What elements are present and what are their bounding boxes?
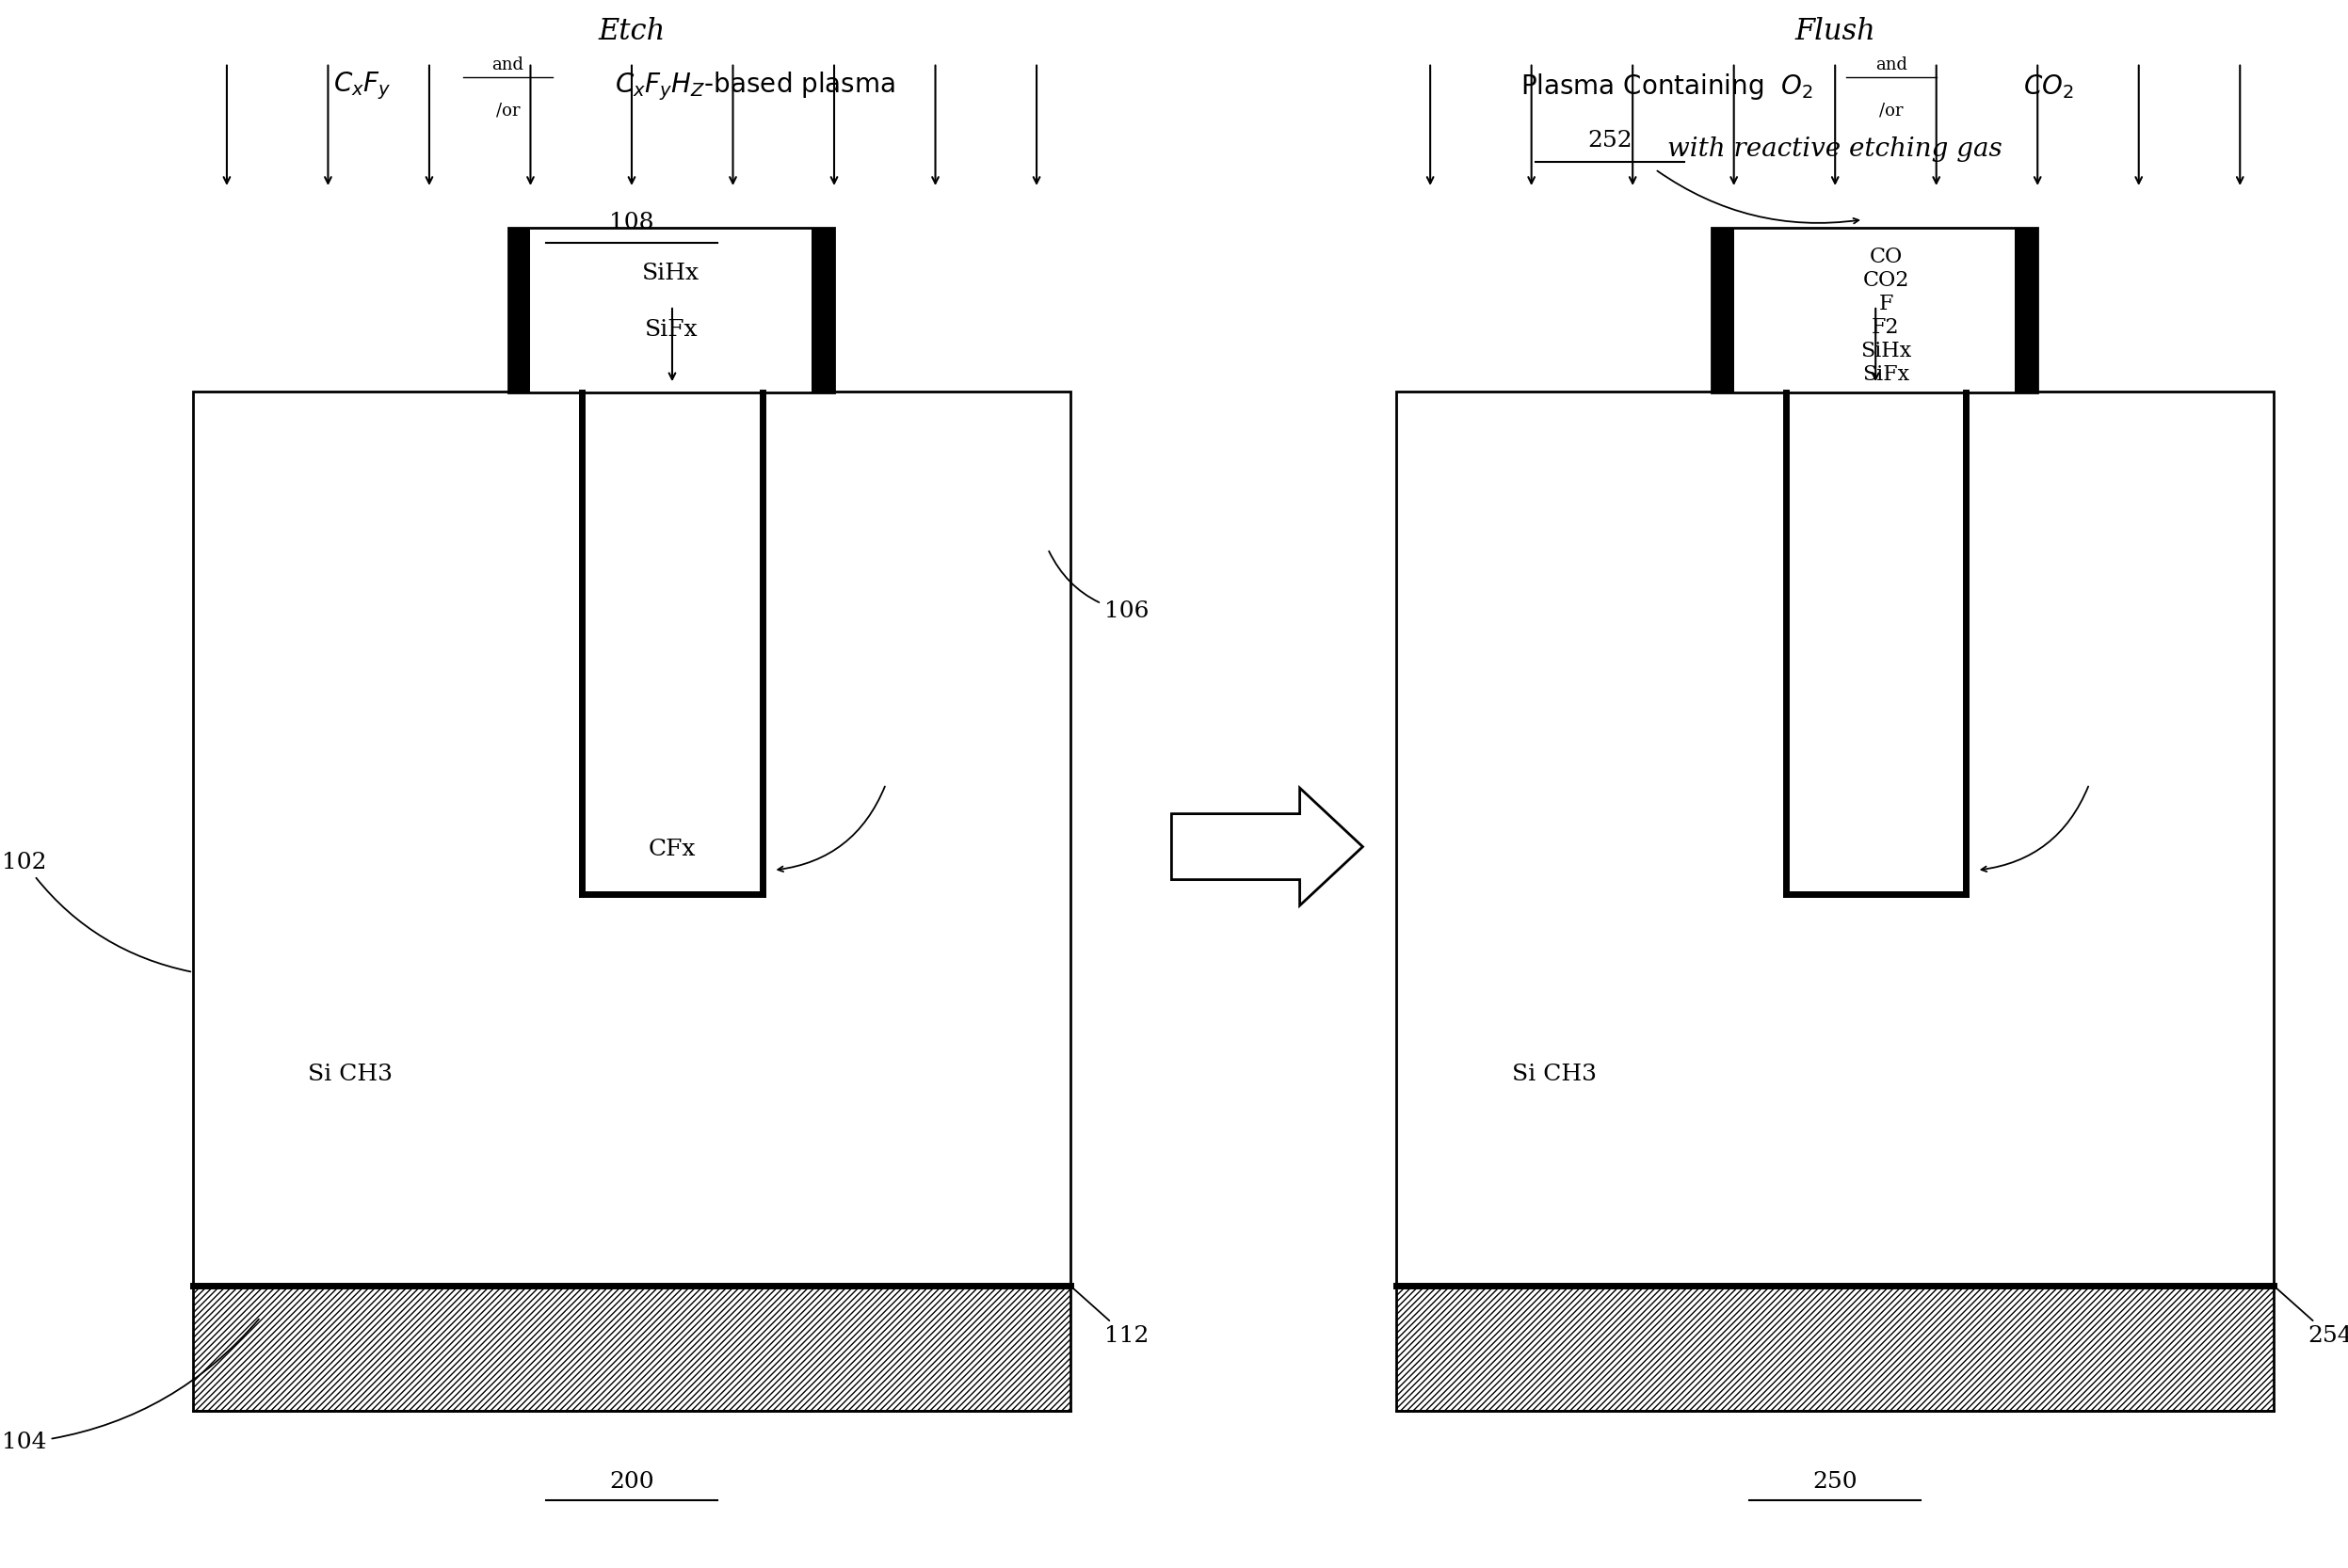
Text: 250: 250 — [1813, 1471, 1857, 1493]
Text: SiFx: SiFx — [643, 318, 697, 340]
Text: with reactive etching gas: with reactive etching gas — [1667, 136, 2003, 162]
Text: Plasma Containing  $\mathit{O_2}$: Plasma Containing $\mathit{O_2}$ — [1519, 71, 1813, 102]
Text: 252: 252 — [1587, 130, 1632, 152]
Text: 102: 102 — [2, 851, 190, 972]
Text: CFx: CFx — [648, 839, 695, 861]
Text: CO2: CO2 — [1862, 270, 1909, 290]
Bar — [507, 227, 531, 392]
Text: $\mathit{C_xF_y}$: $\mathit{C_xF_y}$ — [333, 71, 390, 102]
Text: 254: 254 — [2275, 1287, 2348, 1347]
Text: 200: 200 — [608, 1471, 655, 1493]
Polygon shape — [1172, 787, 1362, 905]
Text: $\mathit{C_xF_yH_Z}$-based plasma: $\mathit{C_xF_yH_Z}$-based plasma — [615, 71, 895, 102]
Text: Si CH3: Si CH3 — [1512, 1063, 1597, 1085]
Bar — [2015, 227, 2038, 392]
Text: /or: /or — [495, 102, 519, 119]
Text: 106: 106 — [1050, 552, 1148, 622]
Text: F2: F2 — [1871, 317, 1900, 337]
Text: Si CH3: Si CH3 — [308, 1063, 392, 1085]
Bar — [1397, 1286, 2273, 1411]
Text: 112: 112 — [1073, 1287, 1148, 1347]
Text: CO: CO — [1869, 246, 1902, 267]
Text: Flush: Flush — [1794, 17, 1876, 45]
Bar — [1712, 227, 2038, 392]
Text: SiFx: SiFx — [1862, 364, 1909, 384]
Text: 108: 108 — [610, 212, 655, 234]
Text: SiHx: SiHx — [643, 262, 700, 284]
Bar — [193, 1286, 1071, 1411]
Bar — [1712, 227, 1733, 392]
Bar — [507, 227, 834, 392]
Text: $\mathit{CO_2}$: $\mathit{CO_2}$ — [2024, 72, 2073, 100]
Text: F: F — [1878, 293, 1892, 314]
Text: 104: 104 — [2, 1319, 258, 1454]
Text: /or: /or — [1878, 102, 1904, 119]
Text: SiHx: SiHx — [1860, 340, 1911, 361]
Bar — [812, 227, 834, 392]
Text: and: and — [493, 56, 524, 74]
Bar — [1397, 392, 2273, 1286]
Bar — [193, 392, 1071, 1286]
Text: and: and — [1876, 56, 1907, 74]
Text: Etch: Etch — [599, 17, 664, 45]
